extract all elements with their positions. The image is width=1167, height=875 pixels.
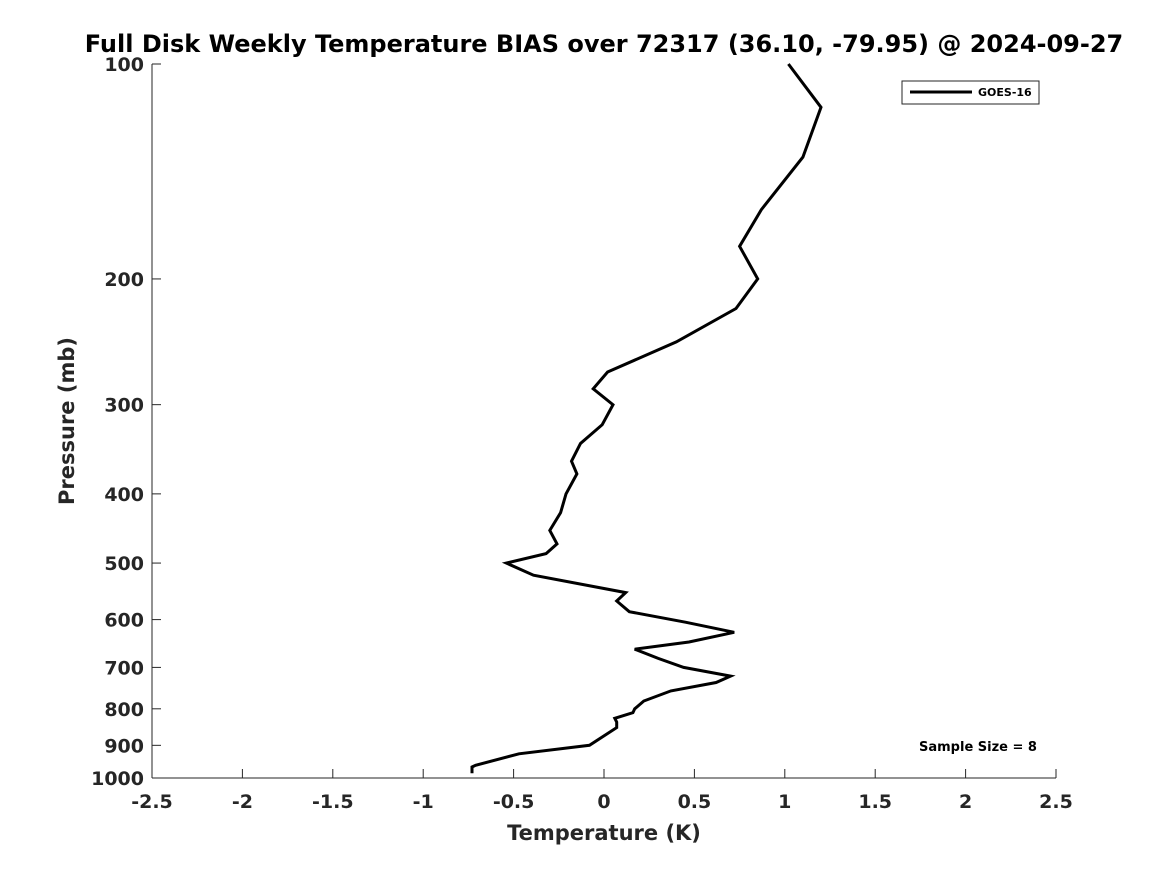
y-tick-label: 900 [104, 735, 144, 757]
x-tick-label: 2 [959, 791, 972, 813]
y-tick-label: 400 [104, 484, 144, 506]
x-tick-label: 0 [597, 791, 610, 813]
y-axis-label: Pressure (mb) [55, 337, 79, 505]
sample-size-annotation: Sample Size = 8 [919, 740, 1037, 755]
x-tick-label: 1 [778, 791, 791, 813]
x-tick-label: -0.5 [493, 791, 535, 813]
y-tick-label: 500 [104, 553, 144, 575]
x-tick-label: 2.5 [1039, 791, 1073, 813]
x-tick-label: -2 [232, 791, 253, 813]
legend: GOES-16 [901, 80, 1040, 105]
x-tick-label: 1.5 [858, 791, 892, 813]
x-tick-label: -1.5 [312, 791, 354, 813]
x-axis-ticks: -2.5 -2 -1.5 -1 -0.5 0 0.5 1 1.5 2 2.5 [131, 769, 1073, 813]
y-axis-ticks: 100 200 300 400 500 600 700 800 900 1000 [91, 54, 161, 790]
series-layer [470, 63, 823, 774]
chart-title: Full Disk Weekly Temperature BIAS over 7… [85, 30, 1124, 58]
x-tick-label: 0.5 [678, 791, 712, 813]
legend-label-goes-16: GOES-16 [978, 86, 1032, 99]
y-tick-label: 300 [104, 395, 144, 417]
x-tick-label: -1 [413, 791, 434, 813]
x-tick-label: -2.5 [131, 791, 173, 813]
y-tick-label: 200 [104, 269, 144, 291]
y-tick-label: 100 [104, 54, 144, 76]
y-tick-label: 700 [104, 657, 144, 679]
y-tick-label: 600 [104, 610, 144, 632]
y-tick-label: 1000 [91, 768, 144, 790]
series-line-goes-16 [470, 63, 823, 774]
x-axis-label: Temperature (K) [507, 821, 701, 845]
y-tick-label: 800 [104, 699, 144, 721]
